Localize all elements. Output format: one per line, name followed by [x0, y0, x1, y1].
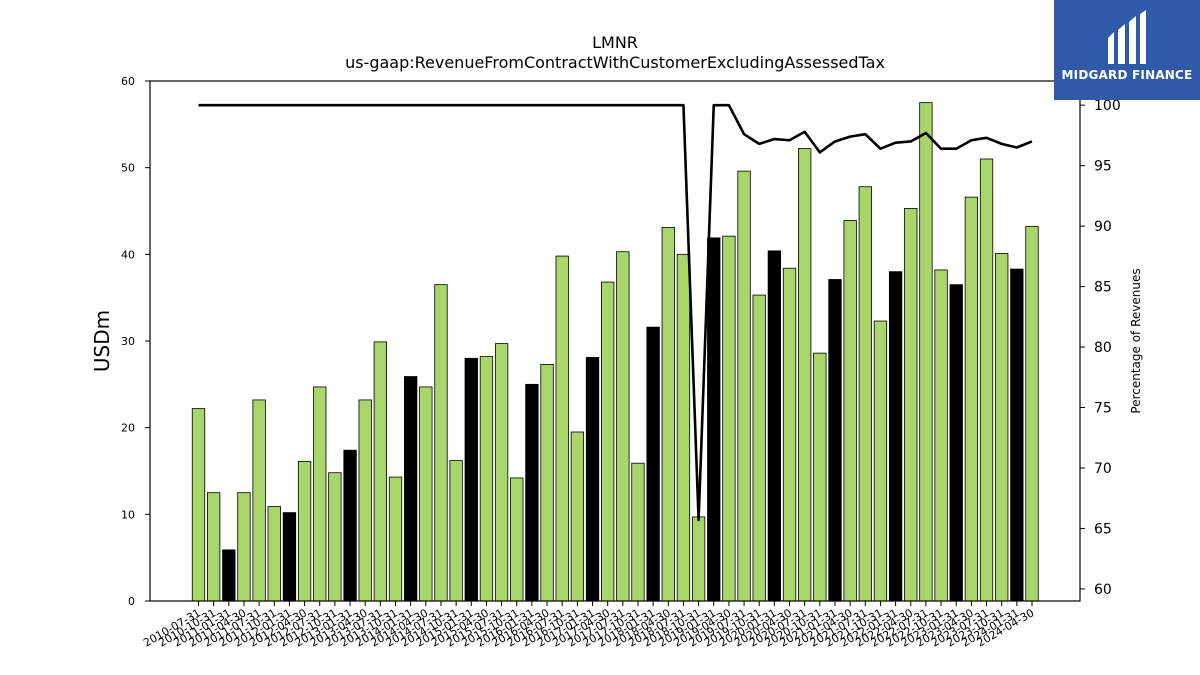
bar	[525, 383, 539, 602]
bar	[631, 462, 645, 602]
bar	[252, 399, 266, 602]
bar	[191, 408, 206, 602]
bar	[373, 341, 388, 602]
left-y-axis: 0 10 20 30 40 50 60	[121, 75, 150, 608]
bar	[616, 251, 630, 602]
bar	[206, 492, 221, 602]
bar	[388, 476, 403, 602]
bar	[1025, 226, 1039, 602]
y-tick-label: 10	[121, 508, 135, 521]
logo-text: MIDGARD FINANCE	[1061, 68, 1193, 82]
bar	[510, 477, 524, 602]
right-y-axis: 60 65 70 75 80 85 90 95 100	[1080, 98, 1121, 598]
bar	[676, 253, 691, 602]
y-axis-label: USDm	[90, 310, 114, 372]
bar	[995, 253, 1009, 602]
y-tick-label: 30	[121, 335, 135, 348]
percentage-line	[198, 103, 1033, 522]
bar	[237, 492, 251, 602]
bar	[934, 269, 948, 602]
bar	[858, 186, 872, 602]
bar	[919, 102, 933, 602]
y-tick-label: 40	[121, 248, 135, 261]
chart-subtitle: us-gaap:RevenueFromContractWithCustomerE…	[345, 53, 885, 72]
bar	[691, 516, 706, 602]
y2-tick-label: 85	[1094, 280, 1112, 296]
bar	[313, 386, 327, 602]
bar	[752, 294, 766, 602]
bar	[358, 399, 372, 602]
midgard-logo-icon	[1108, 10, 1146, 64]
bar	[479, 356, 494, 602]
x-axis: 2010-07-312010-10-312011-01-312011-04-30…	[141, 601, 1037, 650]
y2-tick-label: 65	[1094, 521, 1112, 537]
y2-tick-label: 95	[1094, 159, 1112, 175]
bar	[419, 386, 433, 602]
y-tick-label: 0	[128, 595, 135, 608]
bar	[494, 343, 509, 602]
bar	[1010, 268, 1024, 602]
bar	[722, 235, 736, 602]
bar	[828, 279, 842, 602]
bar	[767, 250, 782, 602]
y2-axis-label: Percentage of Revenues	[1129, 268, 1143, 413]
bar	[873, 320, 888, 602]
y2-tick-label: 100	[1094, 98, 1121, 114]
bar	[222, 549, 236, 602]
bar	[979, 158, 994, 602]
bar	[434, 284, 448, 602]
bar	[798, 148, 812, 602]
bar	[464, 357, 478, 602]
y2-tick-label: 80	[1094, 340, 1112, 356]
bar	[540, 363, 554, 602]
bar	[601, 281, 615, 602]
bar	[707, 237, 721, 602]
bar	[555, 255, 569, 602]
bar	[904, 207, 918, 602]
bar	[343, 449, 357, 602]
bar	[282, 512, 297, 602]
bar	[570, 431, 585, 602]
bar	[782, 267, 797, 602]
bar	[449, 460, 463, 602]
plot-frame	[149, 80, 1081, 602]
bar	[646, 326, 660, 602]
chart-title: LMNR	[592, 33, 638, 52]
bar	[949, 284, 963, 602]
bar	[585, 357, 600, 602]
midgard-finance-logo: MIDGARD FINANCE	[1054, 0, 1200, 100]
y2-tick-label: 90	[1094, 219, 1112, 235]
bar	[843, 220, 857, 602]
bar	[813, 352, 827, 602]
bar	[888, 271, 903, 602]
bar	[328, 472, 342, 602]
y-tick-label: 60	[121, 75, 135, 88]
y-tick-label: 20	[121, 422, 135, 435]
y-tick-label: 50	[121, 162, 135, 175]
y2-tick-label: 75	[1094, 401, 1112, 417]
bar	[737, 170, 751, 602]
bar	[267, 506, 281, 602]
bar	[404, 376, 418, 602]
y2-tick-label: 70	[1094, 461, 1112, 477]
bar	[964, 196, 979, 602]
bar	[661, 227, 675, 602]
line-series	[198, 103, 1033, 522]
y2-tick-label: 60	[1094, 582, 1112, 598]
bar-series	[191, 102, 1039, 602]
bar	[297, 461, 312, 602]
